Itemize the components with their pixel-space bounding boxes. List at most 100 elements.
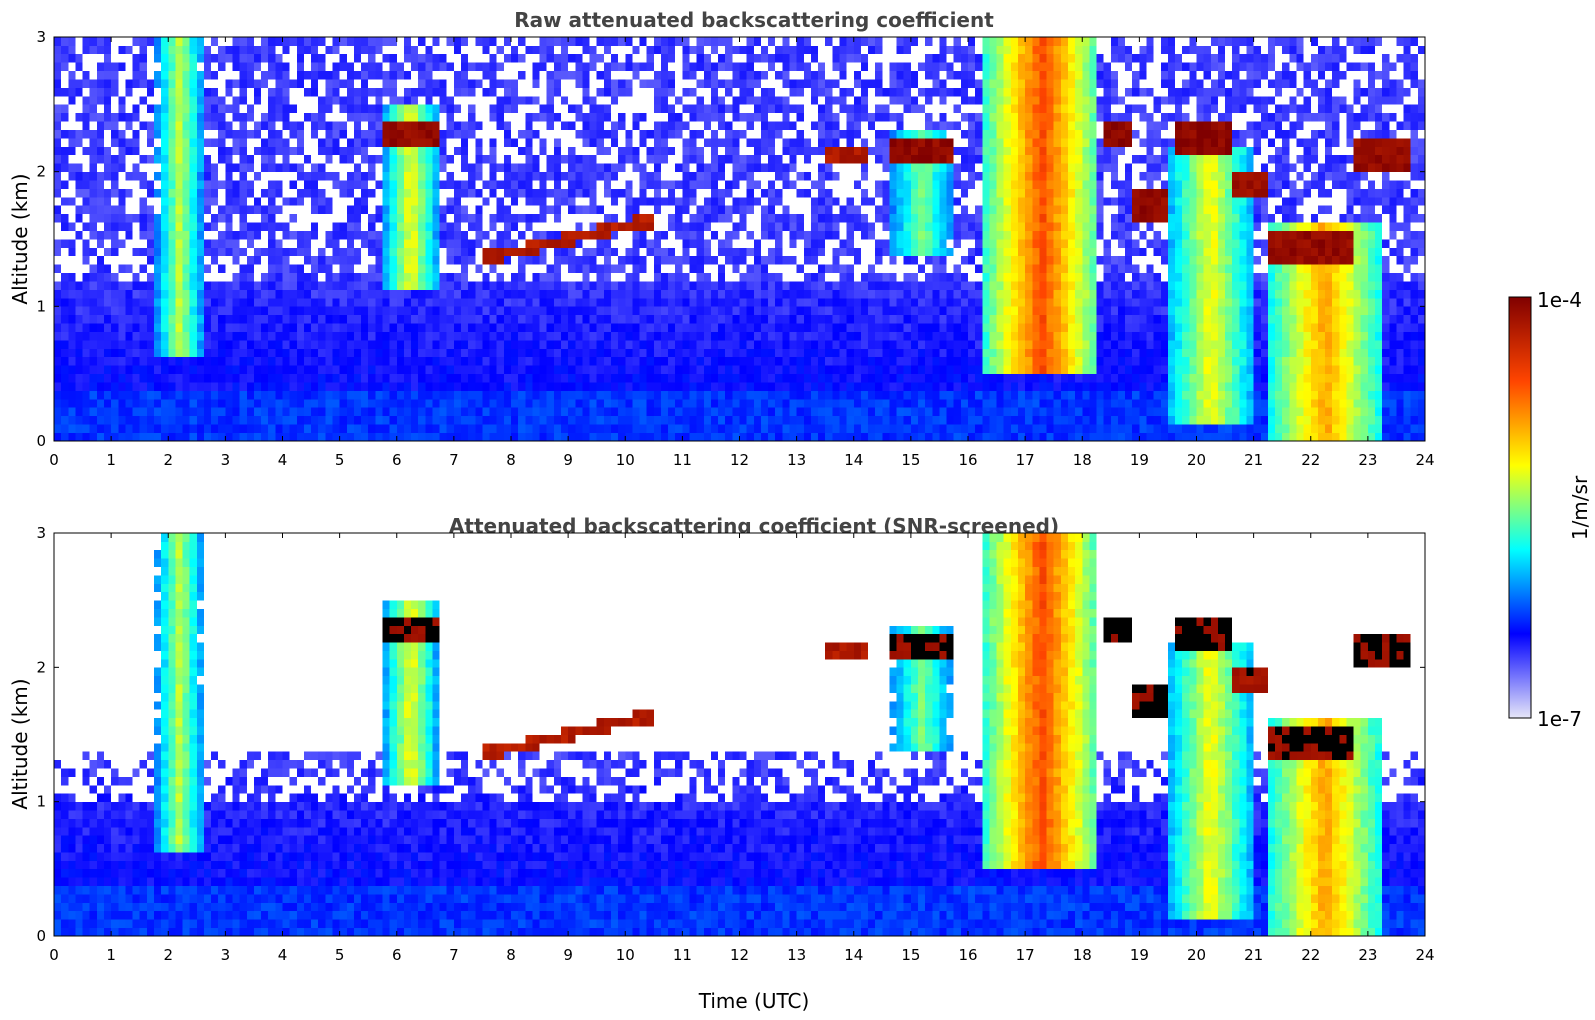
heatmap-cell: [247, 256, 255, 265]
heatmap-cell: [75, 189, 83, 198]
heatmap-cell: [211, 104, 219, 113]
heatmap-cell: [297, 365, 305, 374]
heatmap-cell: [318, 130, 326, 139]
heatmap-cell: [83, 62, 91, 71]
heatmap-cell: [90, 172, 98, 181]
heatmap-cell: [275, 298, 283, 307]
heatmap-cell: [290, 306, 298, 315]
heatmap-cell: [218, 138, 226, 147]
heatmap-cell: [161, 407, 169, 416]
heatmap-cell: [147, 306, 155, 315]
heatmap-cell: [104, 357, 112, 366]
heatmap-cell: [290, 340, 298, 349]
heatmap-cell: [97, 348, 105, 357]
heatmap-cell: [211, 239, 219, 248]
heatmap-cell: [118, 71, 126, 80]
heatmap-cell: [290, 290, 298, 299]
heatmap-cell: [283, 88, 291, 97]
heatmap-cell: [147, 290, 155, 299]
heatmap-cell: [332, 416, 340, 425]
heatmap-cell: [154, 256, 162, 265]
heatmap-cell: [247, 214, 255, 223]
heatmap-cell: [204, 374, 212, 383]
heatmap-cell: [268, 424, 276, 433]
heatmap-cell: [68, 121, 76, 130]
heatmap-cell: [147, 332, 155, 341]
heatmap-cell: [268, 205, 276, 214]
heatmap-cell: [175, 231, 183, 240]
heatmap-cell: [240, 104, 248, 113]
heatmap-cell: [240, 113, 248, 122]
heatmap-cell: [290, 79, 298, 88]
heatmap-cell: [75, 130, 83, 139]
heatmap-cell: [283, 62, 291, 71]
heatmap-cell: [318, 62, 326, 71]
heatmap-cell: [204, 382, 212, 391]
heatmap-cell: [290, 399, 298, 408]
heatmap-cell: [125, 273, 133, 282]
heatmap-cell: [75, 54, 83, 63]
heatmap-cell: [61, 391, 69, 400]
heatmap-cell: [240, 348, 248, 357]
heatmap-cell: [140, 79, 148, 88]
heatmap-cell: [175, 256, 183, 265]
heatmap-cell: [140, 298, 148, 307]
heatmap-cell: [140, 323, 148, 332]
heatmap-cell: [168, 130, 176, 139]
heatmap-cell: [304, 104, 312, 113]
heatmap-cell: [104, 189, 112, 198]
heatmap-cell: [133, 71, 141, 80]
heatmap-cell: [118, 163, 126, 172]
heatmap-cell: [190, 290, 198, 299]
heatmap-cell: [247, 104, 255, 113]
heatmap-cell: [211, 146, 219, 155]
heatmap-cell: [161, 315, 169, 324]
heatmap-cell: [197, 306, 205, 315]
heatmap-cell: [268, 113, 276, 122]
heatmap-cell: [197, 205, 205, 214]
heatmap-cell: [75, 247, 83, 256]
heatmap-cell: [204, 104, 212, 113]
heatmap-cell: [218, 130, 226, 139]
heatmap-cell: [297, 222, 305, 231]
heatmap-cell: [97, 155, 105, 164]
heatmap-cell: [311, 433, 319, 442]
heatmap-cell: [133, 130, 141, 139]
heatmap-cell: [275, 281, 283, 290]
heatmap-cell: [211, 172, 219, 181]
heatmap-cell: [133, 256, 141, 265]
heatmap-cell: [211, 71, 219, 80]
heatmap-cell: [90, 239, 98, 248]
heatmap-cell: [54, 180, 62, 189]
heatmap-cell: [247, 264, 255, 273]
heatmap-cell: [97, 205, 105, 214]
heatmap-cell: [318, 424, 326, 433]
heatmap-cell: [118, 189, 126, 198]
heatmap-cell: [190, 54, 198, 63]
heatmap-cell: [247, 231, 255, 240]
heatmap-cell: [268, 332, 276, 341]
heatmap-cell: [261, 332, 269, 341]
heatmap-cell: [118, 239, 126, 248]
heatmap-cell: [311, 365, 319, 374]
heatmap-cell: [140, 416, 148, 425]
heatmap-cell: [154, 281, 162, 290]
heatmap-cell: [111, 189, 119, 198]
heatmap-cell: [68, 155, 76, 164]
heatmap-cell: [147, 315, 155, 324]
heatmap-cell: [125, 231, 133, 240]
heatmap-cell: [97, 306, 105, 315]
heatmap-cell: [147, 340, 155, 349]
heatmap-cell: [118, 348, 126, 357]
heatmap-cell: [140, 172, 148, 181]
heatmap-cell: [211, 323, 219, 332]
heatmap-cell: [254, 407, 262, 416]
heatmap-cell: [290, 172, 298, 181]
heatmap-cell: [197, 407, 205, 416]
heatmap-cell: [118, 290, 126, 299]
heatmap-cell: [275, 239, 283, 248]
heatmap-cell: [175, 155, 183, 164]
heatmap-cell: [304, 315, 312, 324]
heatmap-cell: [261, 62, 269, 71]
heatmap-cell: [325, 113, 333, 122]
